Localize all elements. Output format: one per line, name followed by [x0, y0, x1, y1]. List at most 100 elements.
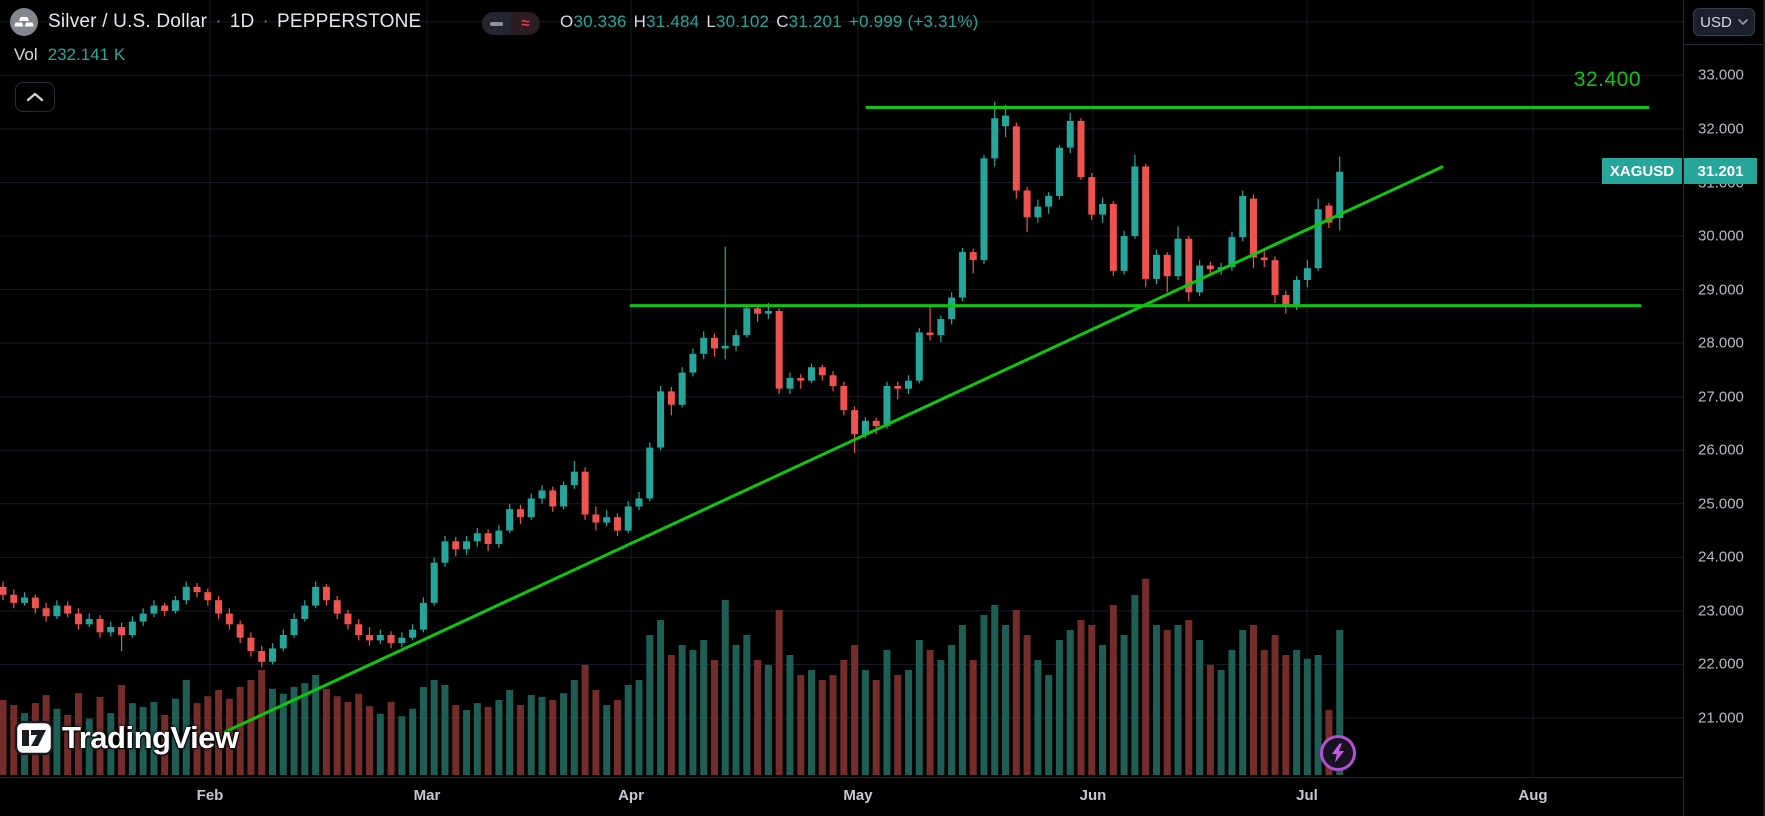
- volume-bar: [581, 665, 589, 775]
- volume-bar: [808, 670, 815, 775]
- volume-bar: [301, 683, 309, 775]
- symbol-header: Silver / U.S. Dollar · 1D · PEPPERSTONE: [10, 8, 421, 36]
- volume-bar: [592, 690, 600, 775]
- chart-canvas[interactable]: [0, 0, 1683, 777]
- candle-body: [171, 600, 179, 611]
- candle-body: [376, 634, 384, 641]
- candle-body: [1228, 237, 1236, 268]
- candle-body: [128, 621, 136, 635]
- chart-type-toggle[interactable]: ≈: [482, 12, 540, 35]
- volume-bar: [1282, 655, 1290, 775]
- price-axis[interactable]: USD 33.00032.00031.00030.00029.00028.000…: [1683, 0, 1765, 816]
- candle-body: [21, 597, 29, 603]
- exchange-label[interactable]: PEPPERSTONE: [276, 11, 422, 32]
- candle-body: [646, 447, 654, 499]
- volume-bar: [926, 650, 934, 775]
- volume-bar: [1077, 620, 1085, 775]
- candle-body: [430, 562, 438, 603]
- volume-bar: [1109, 605, 1117, 775]
- volume-bar: [128, 703, 136, 775]
- tradingview-logo-icon: [14, 720, 54, 756]
- time-axis[interactable]: Feb Mar Apr May Jun Jul Aug: [0, 777, 1765, 816]
- candle-body: [31, 597, 39, 609]
- collapse-panel-button[interactable]: [15, 82, 55, 112]
- candle-body: [1314, 209, 1322, 269]
- candle-body: [764, 311, 772, 314]
- candle-body: [150, 605, 158, 614]
- candle-body: [1174, 238, 1182, 277]
- volume-bar: [247, 680, 255, 775]
- candle-body: [225, 613, 233, 625]
- volume-bar: [743, 635, 751, 775]
- user-drawings[interactable]: [223, 106, 1650, 734]
- candle-body: [1271, 260, 1279, 295]
- volume-bar: [473, 703, 481, 775]
- volume-bar: [64, 715, 72, 775]
- trendline[interactable]: [223, 165, 1444, 734]
- volume-bar: [527, 695, 535, 775]
- candle-body: [980, 158, 988, 261]
- volume-bar: [689, 650, 697, 775]
- high-value: 31.484: [646, 12, 700, 31]
- candle-body: [797, 377, 805, 381]
- symbol-title[interactable]: Silver / U.S. Dollar: [48, 11, 208, 32]
- symbol-logo-icon[interactable]: [10, 8, 38, 36]
- low-value: 30.102: [715, 12, 770, 31]
- volume-bar: [398, 716, 406, 775]
- title-separator: ·: [262, 11, 269, 32]
- price-axis-label: 24.000: [1698, 548, 1744, 566]
- candle-body: [948, 297, 956, 320]
- price-axis-label: 23.000: [1698, 602, 1744, 620]
- candle-body: [322, 586, 330, 601]
- candle-body: [1152, 254, 1160, 279]
- volume-bar: [948, 645, 956, 775]
- candle-body: [53, 605, 61, 617]
- candle-body: [355, 624, 363, 635]
- flash-actions-button[interactable]: [1320, 735, 1356, 771]
- volume-bar: [764, 665, 772, 775]
- currency-dropdown[interactable]: USD: [1693, 8, 1755, 36]
- candle-wick: [724, 246, 726, 360]
- interval-label[interactable]: 1D: [229, 11, 255, 32]
- candle-body: [279, 634, 287, 649]
- volume-bar: [991, 605, 999, 775]
- volume-bar: [700, 640, 708, 775]
- candle-body: [1206, 265, 1214, 270]
- volume-bar: [96, 696, 104, 775]
- candle-body: [312, 586, 320, 606]
- candle-body: [1239, 195, 1247, 238]
- volume-bar: [452, 705, 460, 775]
- volume-bar: [1152, 625, 1160, 775]
- volume-bar: [1293, 650, 1301, 775]
- volume-bar: [409, 708, 417, 775]
- volume-bar: [171, 698, 179, 775]
- price-axis-label: 26.000: [1698, 441, 1744, 459]
- volume-bar: [107, 713, 115, 775]
- close-value: 31.201: [788, 12, 842, 31]
- grid: [0, 0, 1683, 777]
- candle-body: [193, 586, 201, 593]
- last-price-value-badge: 31.201: [1684, 158, 1757, 184]
- volume-bars: [0, 578, 1344, 775]
- candle-body: [484, 533, 492, 544]
- candle-body: [549, 490, 557, 507]
- candles-toggle-segment[interactable]: [482, 12, 511, 35]
- currency-value: USD: [1700, 13, 1732, 31]
- volume-bar: [1185, 620, 1193, 775]
- volume-bar: [1099, 645, 1107, 775]
- candle-body: [258, 651, 266, 662]
- volume-bar: [678, 645, 686, 775]
- volume-bar: [840, 660, 848, 775]
- candle-body: [1163, 254, 1171, 277]
- volume-bar: [53, 708, 61, 775]
- resistance-price-label[interactable]: 32.400: [1573, 68, 1641, 91]
- candle-body: [1066, 120, 1074, 148]
- candle-body: [829, 375, 837, 386]
- price-axis-label: 25.000: [1698, 495, 1744, 513]
- volume-bar: [1002, 625, 1010, 775]
- volume-bar: [430, 680, 438, 775]
- time-axis-label: Feb: [196, 787, 224, 804]
- candle-body: [613, 517, 621, 531]
- candle-body: [861, 420, 869, 435]
- approx-toggle-segment[interactable]: ≈: [511, 12, 540, 35]
